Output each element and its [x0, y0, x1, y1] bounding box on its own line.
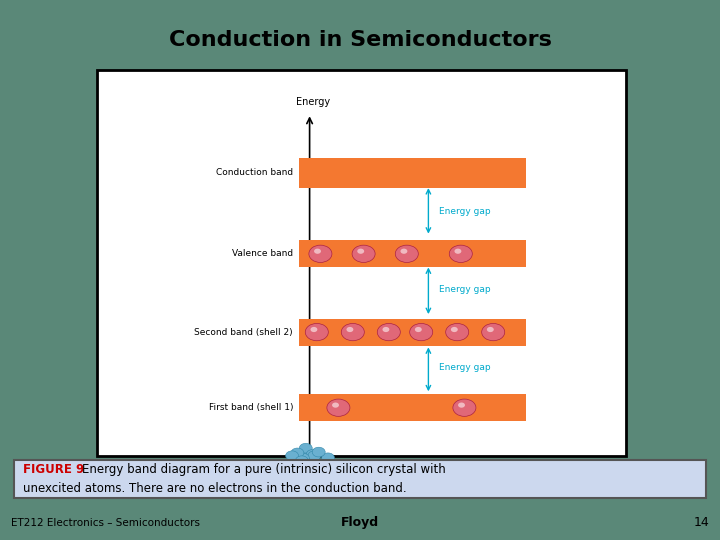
Circle shape: [453, 399, 476, 416]
Circle shape: [327, 399, 350, 416]
Circle shape: [303, 460, 316, 469]
Circle shape: [377, 323, 400, 341]
Circle shape: [446, 323, 469, 341]
Circle shape: [300, 465, 312, 475]
Circle shape: [400, 248, 408, 254]
Bar: [299, 240, 526, 267]
Circle shape: [458, 402, 465, 408]
Circle shape: [286, 470, 299, 480]
Circle shape: [308, 451, 321, 461]
Text: FIGURE 9: FIGURE 9: [23, 463, 84, 476]
Circle shape: [303, 458, 316, 468]
Circle shape: [296, 473, 309, 483]
Bar: [299, 158, 526, 187]
Circle shape: [288, 455, 301, 464]
Text: unexcited atoms. There are no electrons in the conduction band.: unexcited atoms. There are no electrons …: [23, 482, 407, 495]
Text: 14: 14: [693, 516, 709, 529]
Circle shape: [487, 327, 494, 332]
Circle shape: [314, 248, 321, 254]
Circle shape: [352, 245, 375, 262]
Circle shape: [297, 453, 310, 463]
Circle shape: [415, 327, 422, 332]
Text: Nucleus 0: Nucleus 0: [218, 460, 263, 469]
Circle shape: [482, 323, 505, 341]
Circle shape: [341, 323, 364, 341]
Circle shape: [312, 447, 325, 457]
Circle shape: [454, 248, 462, 254]
Circle shape: [286, 451, 299, 461]
Circle shape: [318, 461, 330, 471]
Circle shape: [322, 453, 335, 463]
Circle shape: [332, 402, 339, 408]
Circle shape: [307, 451, 320, 461]
Circle shape: [310, 327, 318, 332]
Circle shape: [307, 461, 320, 470]
Bar: [299, 394, 526, 421]
Circle shape: [299, 467, 312, 477]
Text: First band (shell 1): First band (shell 1): [209, 403, 293, 412]
Circle shape: [410, 323, 433, 341]
Circle shape: [395, 245, 418, 262]
Bar: [299, 319, 526, 346]
Text: Valence band: Valence band: [232, 249, 293, 258]
Circle shape: [305, 465, 318, 475]
Circle shape: [357, 248, 364, 254]
Text: Energy gap: Energy gap: [439, 207, 491, 215]
Bar: [14, 460, 706, 498]
Circle shape: [296, 467, 309, 476]
Circle shape: [305, 460, 318, 469]
Text: ET212 Electronics – Semiconductors: ET212 Electronics – Semiconductors: [11, 518, 200, 528]
Text: Floyd: Floyd: [341, 516, 379, 529]
Circle shape: [303, 450, 316, 460]
Circle shape: [300, 443, 312, 453]
Circle shape: [287, 456, 300, 466]
Text: Conduction band: Conduction band: [216, 168, 293, 177]
Circle shape: [287, 462, 300, 471]
Circle shape: [305, 460, 318, 469]
Circle shape: [295, 456, 308, 465]
Text: Energy: Energy: [296, 97, 330, 107]
Circle shape: [309, 245, 332, 262]
Text: Energy gap: Energy gap: [439, 286, 491, 294]
Circle shape: [346, 327, 354, 332]
Text: Energy band diagram for a pure (intrinsic) silicon crystal with: Energy band diagram for a pure (intrinsi…: [82, 463, 446, 476]
Circle shape: [449, 245, 472, 262]
Circle shape: [291, 448, 304, 458]
Circle shape: [382, 327, 390, 332]
Circle shape: [451, 327, 458, 332]
Text: Conduction in Semiconductors: Conduction in Semiconductors: [168, 30, 552, 51]
Bar: [97, 70, 626, 456]
Text: Energy gap: Energy gap: [439, 363, 491, 372]
Circle shape: [306, 449, 319, 459]
Circle shape: [305, 323, 328, 341]
Circle shape: [297, 457, 310, 467]
Text: Second band (shell 2): Second band (shell 2): [194, 328, 293, 336]
Circle shape: [299, 462, 312, 471]
